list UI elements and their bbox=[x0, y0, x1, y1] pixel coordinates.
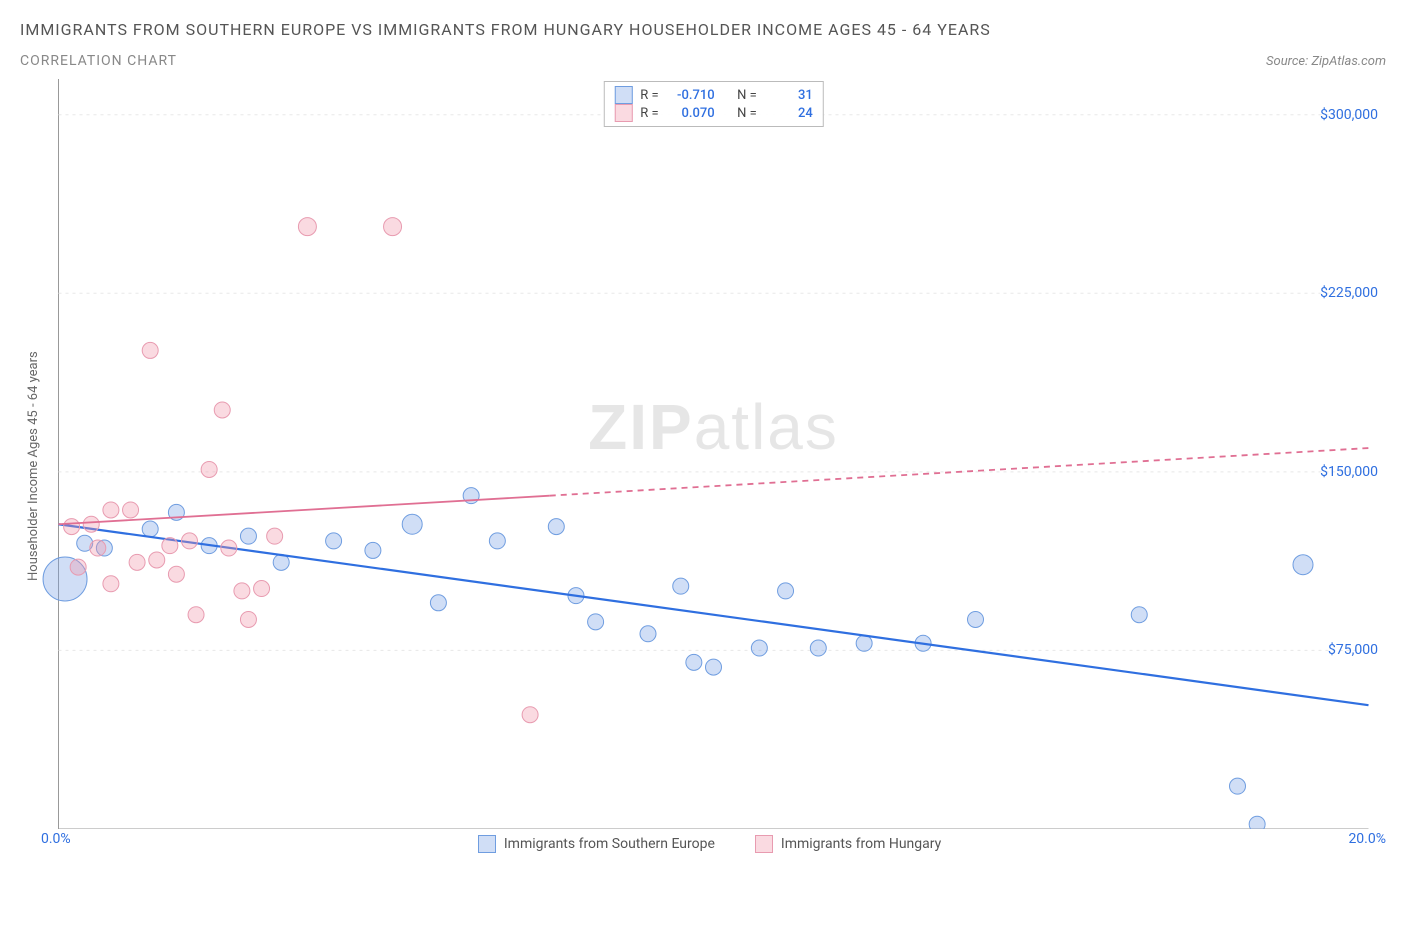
y-axis-label: Householder Income Ages 45 - 64 years bbox=[20, 79, 41, 853]
r-label-2: R = bbox=[640, 106, 658, 121]
r-value-1: -0.710 bbox=[667, 88, 715, 103]
swatch-blue-icon bbox=[478, 835, 496, 853]
stats-legend-row-1: R = -0.710 N = 31 bbox=[614, 86, 812, 104]
chart-subtitle: CORRELATION CHART bbox=[20, 53, 177, 69]
n-value-1: 31 bbox=[765, 88, 813, 103]
plot-area: R = -0.710 N = 31 R = 0.070 N = 24 ZIPat… bbox=[41, 79, 1386, 853]
stats-legend: R = -0.710 N = 31 R = 0.070 N = 24 bbox=[603, 81, 823, 127]
bottom-legend: Immigrants from Southern Europe Immigran… bbox=[71, 835, 1349, 853]
n-value-2: 24 bbox=[765, 106, 813, 121]
stats-legend-row-2: R = 0.070 N = 24 bbox=[614, 104, 812, 122]
bottom-legend-label-2: Immigrants from Hungary bbox=[781, 836, 941, 852]
chart-title: IMMIGRANTS FROM SOUTHERN EUROPE VS IMMIG… bbox=[20, 20, 1386, 39]
swatch-pink-icon bbox=[755, 835, 773, 853]
scatter-chart bbox=[41, 79, 1386, 829]
n-label-2: N = bbox=[737, 106, 757, 121]
source-credit: Source: ZipAtlas.com bbox=[1266, 54, 1386, 69]
bottom-legend-item-1: Immigrants from Southern Europe bbox=[478, 835, 715, 853]
bottom-legend-label-1: Immigrants from Southern Europe bbox=[504, 836, 715, 852]
r-label-1: R = bbox=[640, 88, 658, 103]
swatch-blue bbox=[614, 86, 632, 104]
n-label-1: N = bbox=[737, 88, 757, 103]
x-axis-min: 0.0% bbox=[41, 831, 71, 853]
source-value: ZipAtlas.com bbox=[1311, 54, 1386, 69]
swatch-pink bbox=[614, 104, 632, 122]
bottom-legend-item-2: Immigrants from Hungary bbox=[755, 835, 941, 853]
source-label: Source: bbox=[1266, 54, 1308, 69]
r-value-2: 0.070 bbox=[667, 106, 715, 121]
x-axis-max: 20.0% bbox=[1348, 831, 1386, 853]
